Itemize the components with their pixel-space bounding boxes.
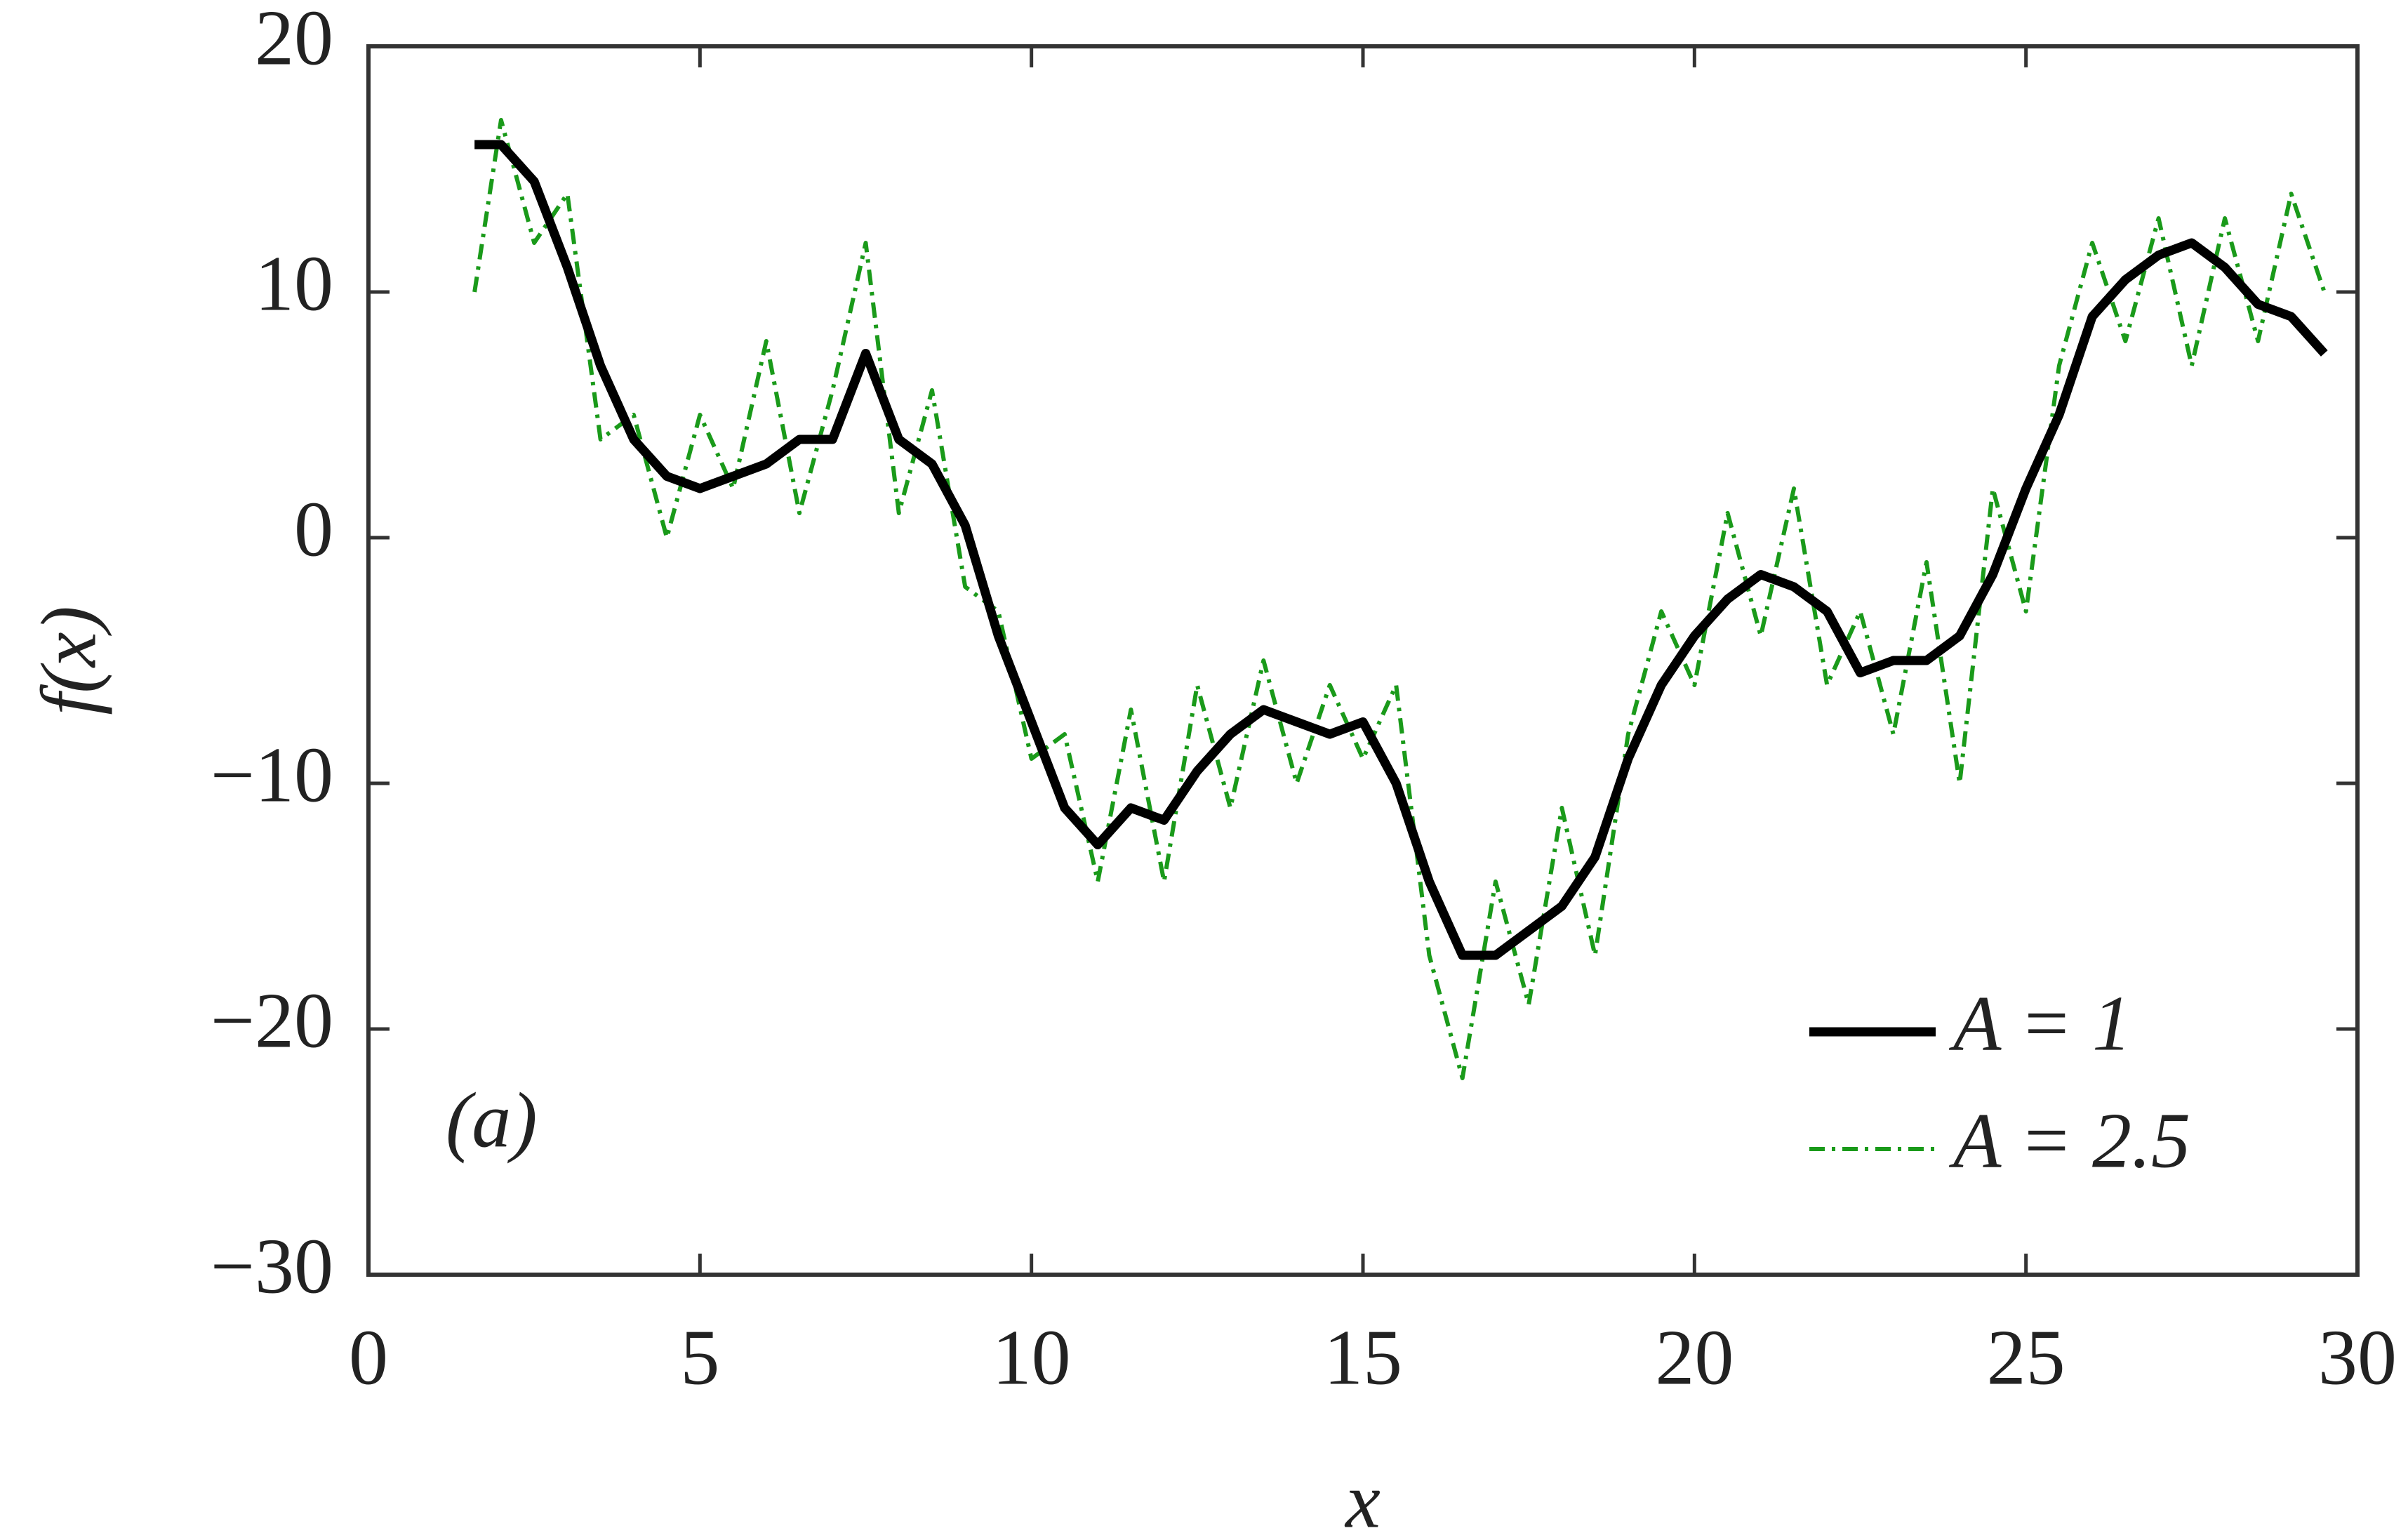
panel-label: (a) — [446, 1077, 538, 1164]
x-tick-label: 15 — [1324, 1315, 1402, 1402]
legend-label: A = 1 — [1948, 981, 2131, 1068]
x-tick-label: 0 — [349, 1315, 388, 1402]
data-line — [474, 140, 2328, 960]
plot-frame — [366, 44, 2360, 1277]
y-tick-label: −20 — [211, 978, 333, 1065]
y-tick-label: 0 — [294, 486, 333, 573]
x-tick-label: 30 — [2318, 1315, 2397, 1402]
y-tick-label: −10 — [211, 732, 333, 819]
y-axis-label: f(x) — [26, 606, 113, 715]
x-tick-label: 20 — [1655, 1315, 1734, 1402]
legend-label: A = 2.5 — [1948, 1098, 2190, 1185]
x-tick-label: 5 — [680, 1315, 719, 1402]
y-tick-label: −30 — [211, 1223, 333, 1310]
x-axis-label: x — [1344, 1458, 1381, 1540]
x-tick-label: 25 — [1987, 1315, 2066, 1402]
data-line — [472, 118, 2327, 1080]
x-tick-label: 10 — [992, 1315, 1071, 1402]
y-tick-label: 10 — [255, 241, 333, 328]
y-tick-label: 20 — [255, 0, 333, 82]
